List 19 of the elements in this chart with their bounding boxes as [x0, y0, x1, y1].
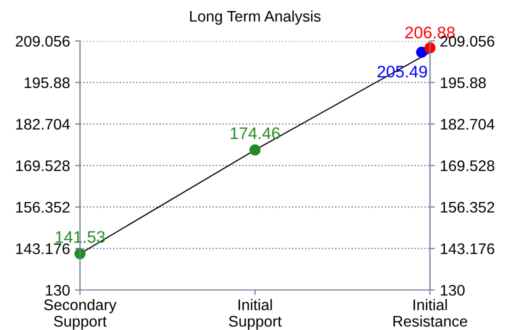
x-tick-label: Initial Support: [228, 299, 282, 330]
chart-title: Long Term Analysis: [190, 10, 321, 25]
y-tick-label: 169.528: [16, 160, 70, 172]
y-tick-label: 156.352: [16, 202, 70, 213]
y-tick-label: 195.88: [24, 77, 70, 88]
y2-tick-label: 169.528: [440, 160, 494, 172]
y-tick-label: 209.056: [16, 36, 70, 47]
y2-tick-label: 182.704: [440, 118, 494, 130]
point: [249, 144, 261, 156]
y2-tick-label: 143.176: [440, 243, 494, 254]
x-tick-label: Secondary Support: [44, 299, 116, 330]
y2-tick-label: 156.352: [440, 202, 494, 213]
y2-tick-label: 130: [440, 284, 465, 296]
y-tick-label: 130: [46, 284, 70, 296]
y-tick-label: 143.176: [16, 243, 70, 254]
y2-tick-label: 195.88: [440, 77, 486, 88]
data-label: 174.46: [230, 127, 280, 140]
x-tick-label: Initial Resistance: [393, 299, 468, 327]
y-tick-label: 182.704: [16, 118, 70, 130]
